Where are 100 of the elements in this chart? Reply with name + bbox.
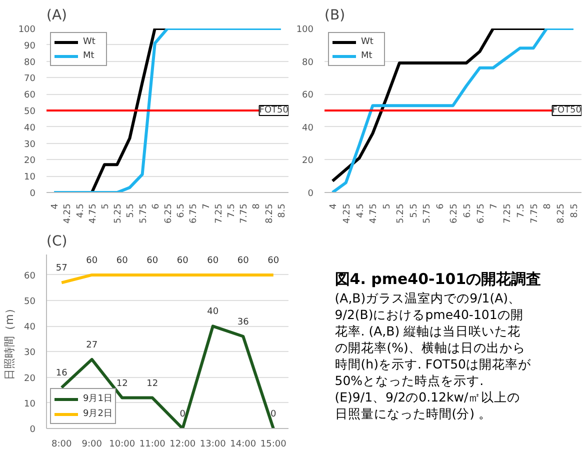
y-tick-label: 60 [24, 90, 36, 101]
text: 日照量になった時間(分) 。 [334, 406, 492, 422]
y-tick-label: 100 [18, 25, 36, 35]
x-tick-label: 4.25 [63, 203, 74, 224]
data-label: 27 [86, 340, 98, 350]
text: 9/2(B)におけるpme40-101の開 [334, 307, 524, 322]
text: 時間(h)を示す. FOT50は開花率が [334, 356, 532, 372]
x-tick-label: 8.25 [264, 203, 275, 224]
data-label: 60 [176, 256, 189, 266]
x-tick-label: 7 [202, 203, 212, 210]
legend-label: 9月2日 [83, 408, 112, 420]
y-tick-label: 40 [24, 123, 36, 134]
y-tick-label: 80 [24, 58, 36, 68]
y-tick-label: 20 [302, 156, 314, 166]
x-tick-label: 7.25 [503, 203, 514, 224]
y-tick-label: 100 [296, 25, 314, 35]
x-tick-label: 7.75 [240, 203, 250, 224]
x-tick-label: 5 [382, 203, 393, 210]
x-tick-label: 7.5 [227, 203, 238, 218]
chart-title: (B) [324, 8, 346, 24]
x-tick-label: 8.5 [570, 203, 580, 218]
x-tick-label: 5.25 [114, 203, 124, 224]
y-tick-label: 30 [24, 348, 36, 358]
x-tick-label: 5.75 [138, 203, 149, 224]
data-label: 12 [116, 378, 128, 389]
x-tick-label: 8 [543, 203, 554, 210]
data-label: 60 [146, 256, 158, 266]
x-tick-label: 4.25 [342, 203, 352, 224]
ref-line-label: FOT50 [259, 106, 289, 116]
x-tick-label: 6.25 [450, 203, 460, 224]
y-tick-label: 10 [24, 399, 36, 410]
x-tick-label: 14:00 [230, 440, 256, 450]
data-label: 0 [270, 410, 277, 420]
y-tick-label: 70 [24, 74, 36, 84]
x-tick-label: 5.5 [126, 203, 136, 218]
data-label: 60 [86, 256, 98, 266]
x-tick-label: 7.25 [214, 203, 224, 224]
x-tick-label: 4.5 [356, 203, 366, 218]
y-tick-label: 0 [30, 425, 36, 435]
y-tick-label: 0 [308, 189, 314, 199]
legend-label: 9月1日 [83, 393, 112, 405]
x-tick-label: 8 [252, 203, 262, 210]
x-tick-label: 6 [151, 203, 162, 210]
data-label: 60 [116, 256, 128, 266]
y-tick-label: 20 [24, 374, 36, 384]
x-tick-label: 4.5 [76, 203, 86, 218]
x-tick-label: 11:00 [139, 440, 166, 450]
y-tick-label: 50 [24, 297, 36, 308]
x-tick-label: 5.25 [396, 203, 406, 224]
data-label: 60 [237, 256, 250, 266]
x-tick-label: 4 [50, 203, 61, 210]
legend-label: Mt [83, 50, 96, 62]
x-tick-label: 10:00 [109, 440, 136, 450]
x-tick-label: 6.25 [164, 203, 174, 224]
chart-title: (A) [46, 8, 68, 24]
legend-label: Wt [361, 36, 374, 48]
legend-label: Mt [361, 50, 374, 62]
x-tick-label: 8.5 [277, 203, 288, 218]
y-tick-label: 80 [302, 58, 314, 68]
x-tick-label: 6.5 [176, 203, 187, 218]
text: 50%となった時点を示す. [334, 373, 484, 388]
text: 花率. (A,B) 縦軸は当日咲いた花 [334, 324, 521, 339]
y-axis-title: 日照時間（m） [3, 303, 16, 380]
y-tick-label: 40 [302, 123, 314, 134]
data-label: 16 [56, 368, 68, 379]
x-tick-label: 5.5 [409, 203, 420, 218]
data-label: 60 [268, 256, 280, 266]
x-tick-label: 6.5 [462, 203, 473, 218]
chart-title: (C) [46, 234, 68, 250]
y-tick-label: 30 [24, 140, 36, 150]
x-tick-label: 8.25 [556, 203, 567, 224]
data-label: 0 [180, 410, 186, 420]
text: 図4. pme40-101の開花調査 [334, 270, 542, 288]
data-label: 57 [56, 264, 68, 274]
legend-label: Wt [83, 36, 96, 48]
y-tick-label: 50 [24, 107, 36, 117]
text: の開花率(%)、横軸は日の出から [334, 340, 526, 356]
x-tick-label: 7.75 [530, 203, 540, 224]
x-tick-label: 12:00 [170, 440, 196, 450]
ref-line-label: FOT50 [552, 106, 582, 116]
data-label: 60 [207, 256, 219, 266]
y-tick-label: 60 [302, 90, 314, 101]
x-tick-label: 4.75 [369, 203, 380, 224]
x-tick-label: 6 [436, 203, 446, 210]
x-tick-label: 5 [100, 203, 111, 210]
x-tick-label: 6.75 [189, 203, 200, 224]
y-tick-label: 90 [24, 41, 36, 52]
y-tick-label: 20 [24, 156, 36, 166]
data-label: 40 [207, 307, 219, 318]
y-tick-label: 0 [30, 189, 36, 199]
y-tick-label: 40 [24, 322, 36, 333]
text: (E)9/1、9/2の0.12kw/㎡以上の [334, 390, 520, 405]
x-tick-label: 15:00 [260, 440, 287, 450]
data-label: 36 [237, 317, 250, 328]
data-label: 12 [146, 378, 158, 389]
x-tick-label: 7 [490, 203, 500, 210]
x-tick-label: 9:00 [82, 440, 102, 450]
x-tick-label: 6.75 [476, 203, 486, 224]
x-tick-label: 4 [329, 203, 340, 210]
y-tick-label: 60 [24, 271, 36, 282]
